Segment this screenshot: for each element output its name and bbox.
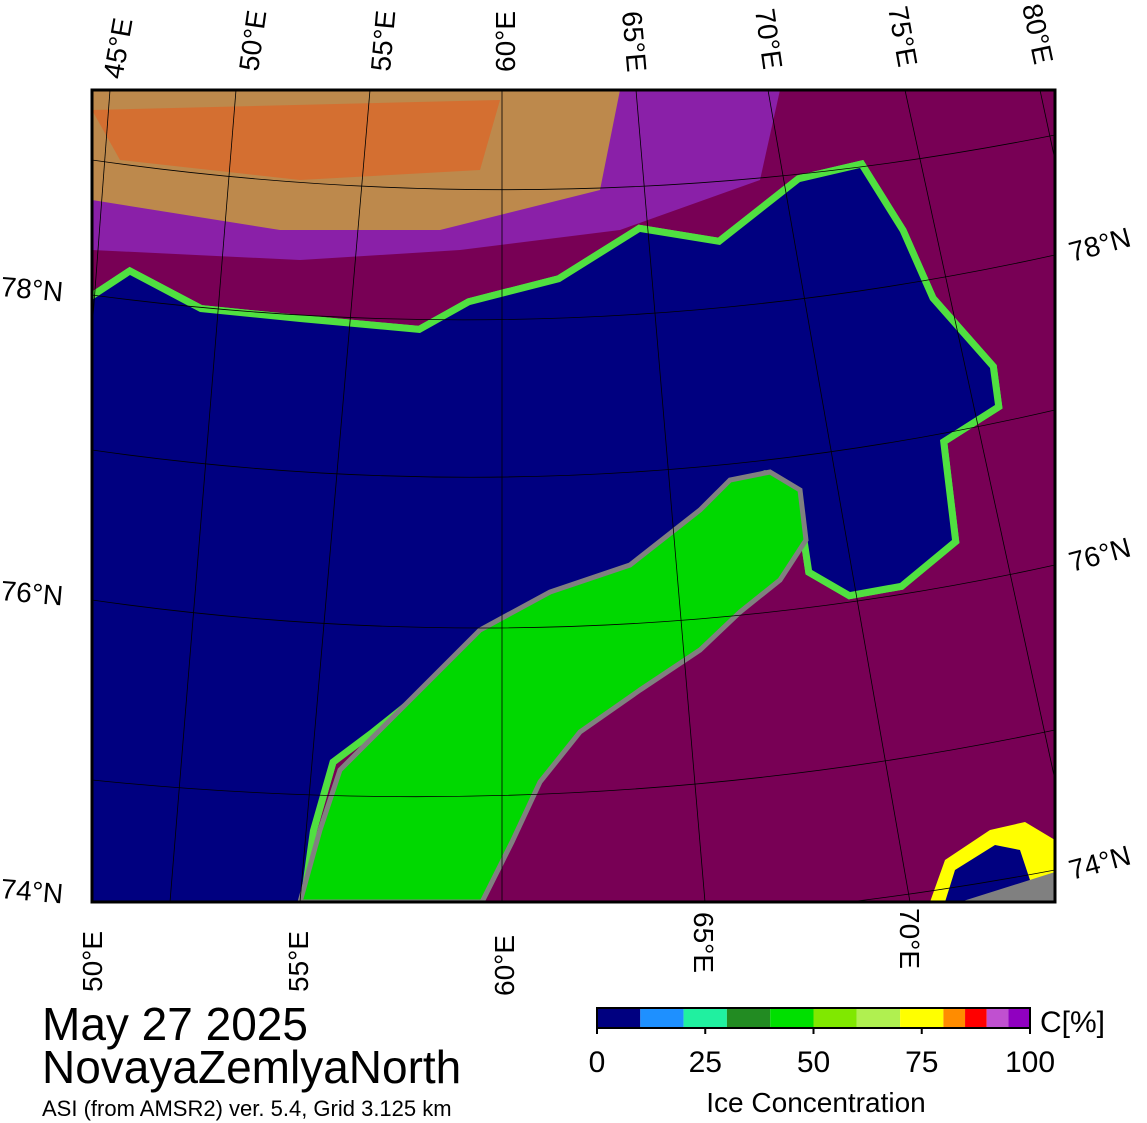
colorbar-segment [900, 1008, 944, 1028]
lat-label: 74°N [0, 873, 65, 909]
map [92, 90, 1055, 902]
lon-label: 60°E [490, 11, 521, 72]
ice-zone [92, 100, 500, 180]
lon-label: 55°E [365, 9, 401, 73]
lat-label: 78°N [0, 271, 65, 307]
colorbar-tick-label: 50 [797, 1046, 830, 1079]
ice-zone [92, 90, 620, 230]
open-water [92, 168, 995, 902]
graticule [92, 90, 1055, 902]
top-labels: 45°E 50°E 55°E 60°E 65°E 70°E 75°E 80°E [97, 1, 1059, 81]
map-frame [90, 88, 1057, 904]
colorbar-segment [1008, 1008, 1030, 1028]
colorbar-tick-label: 75 [905, 1046, 938, 1079]
left-labels: 78°N 76°N 74°N [0, 271, 65, 909]
bottom-labels: 50°E 55°E 60°E 65°E 70°E [77, 908, 925, 996]
lon-label: 60°E [489, 935, 520, 996]
colorbar-segment [856, 1008, 901, 1028]
lon-label: 65°E [616, 10, 652, 74]
source: ASI (from AMSR2) ver. 5.4, Grid 3.125 km [42, 1096, 452, 1121]
colorbar-segment [986, 1008, 1009, 1028]
colorbar-tick-label: 100 [1005, 1046, 1055, 1079]
lon-label: 80°E [1016, 1, 1059, 67]
lon-label: 70°E [749, 7, 788, 72]
region: NovayaZemlyaNorth [42, 1041, 461, 1093]
lon-label: 65°E [688, 912, 719, 973]
colorbar-segment [813, 1008, 857, 1028]
colorbar-unit: C[%] [1040, 1006, 1105, 1039]
novaya-zemlya [297, 469, 809, 902]
lon-label: 50°E [77, 931, 108, 992]
colorbar-segment [597, 1008, 641, 1028]
lon-label: 70°E [894, 908, 925, 969]
colorbar-label: Ice Concentration [706, 1087, 925, 1118]
lon-label: 50°E [233, 8, 272, 73]
lat-label: 74°N [1066, 840, 1134, 886]
colorbar-segment [770, 1008, 814, 1028]
land [960, 872, 1055, 902]
lat-label: 76°N [1066, 532, 1134, 578]
colorbar-tick-label: 0 [589, 1046, 606, 1079]
lat-label: 78°N [1066, 222, 1134, 268]
lon-label: 75°E [882, 4, 923, 69]
colorbar-segment [640, 1008, 684, 1028]
colorbar-segment [726, 1008, 771, 1028]
colorbar-segment [683, 1008, 727, 1028]
colorbar-segment [943, 1008, 966, 1028]
colorbar-segment [965, 1008, 987, 1028]
lon-label: 55°E [283, 931, 314, 992]
date: May 27 2025 [42, 998, 308, 1050]
colorbar: 0 25 50 75 100 [589, 1007, 1055, 1079]
right-labels: 78°N 76°N 74°N [1066, 222, 1134, 886]
lat-label: 76°N [0, 575, 65, 611]
lon-label: 45°E [97, 16, 138, 81]
colorbar-tick-label: 25 [689, 1046, 722, 1079]
